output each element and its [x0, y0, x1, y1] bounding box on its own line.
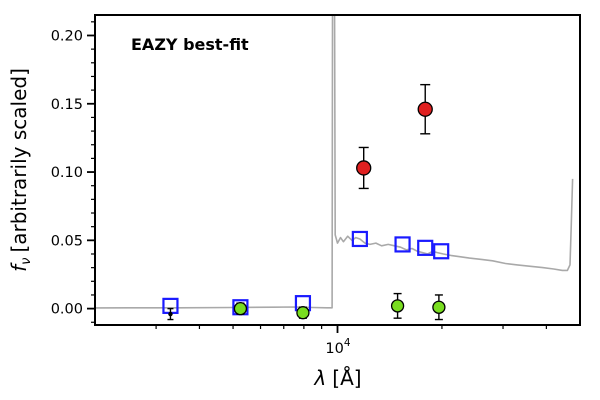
annotation-eazy-best-fit: EAZY best-fit [131, 35, 249, 54]
y-tick-label: 0.15 [51, 97, 83, 113]
observed-faint-black-marker [168, 311, 173, 317]
observed-nondetection-green-marker [432, 300, 446, 314]
y-tick-label: 0.00 [51, 302, 83, 318]
x-tick-base: 10 [325, 341, 343, 357]
y-axis-symbol: f [7, 262, 31, 272]
observed-nondetection-green-marker [233, 301, 248, 316]
ticks-layer: 0.00 0.05 0.10 0.15 0.20 [51, 21, 547, 333]
model-photometry-square-marker [417, 239, 434, 256]
model-spectrum-line [95, 15, 574, 309]
y-axis-unit: [arbitrarily scaled] [7, 68, 31, 252]
observed-nondetection-green-marker [390, 299, 405, 313]
plot-data-layer [95, 15, 574, 321]
model-photometry-square-marker [394, 236, 411, 253]
y-tick-label: 0.05 [51, 233, 83, 249]
model-photometry-square-marker [433, 243, 450, 260]
y-tick-label: 0.10 [51, 165, 83, 181]
x-tick-exponent: 4 [344, 337, 351, 349]
x-axis-label: λ [Å] [313, 366, 361, 390]
observed-detection-red-marker [356, 160, 372, 176]
x-axis-unit: [Å] [332, 366, 361, 390]
observed-nondetection-green-marker [296, 306, 310, 320]
x-axis-symbol: λ [313, 366, 326, 390]
x-major-tick-label: 104 [325, 337, 350, 357]
plot-frame [94, 14, 581, 326]
observed-detection-red-marker [417, 101, 433, 117]
y-axis-label: fν [arbitrarily scaled] [7, 68, 34, 272]
model-photometry-square-marker [351, 230, 368, 248]
y-tick-label: 0.20 [51, 28, 83, 44]
y-axis-subscript: ν [19, 258, 34, 265]
